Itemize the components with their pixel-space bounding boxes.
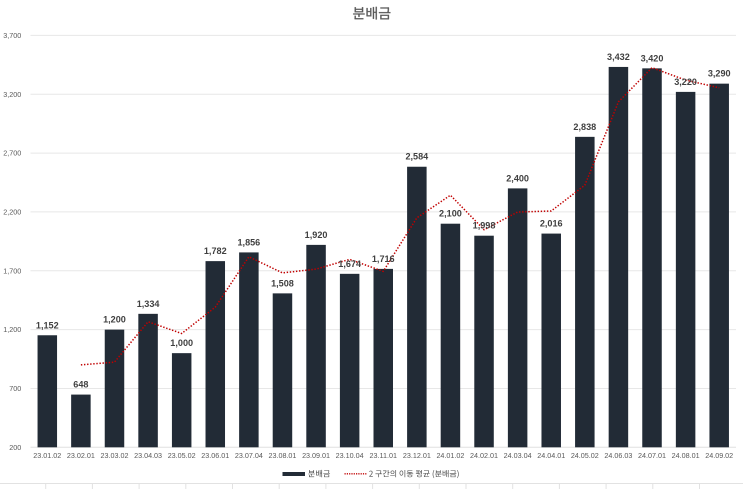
svg-text:23.03.02: 23.03.02	[100, 451, 128, 460]
svg-text:23.07.04: 23.07.04	[235, 451, 263, 460]
svg-text:3,220: 3,220	[674, 77, 697, 87]
svg-text:1,200: 1,200	[3, 325, 21, 334]
svg-text:1,152: 1,152	[36, 320, 59, 330]
svg-text:24.07.01: 24.07.01	[638, 451, 666, 460]
svg-text:24.01.02: 24.01.02	[436, 451, 464, 460]
svg-text:1,000: 1,000	[170, 338, 193, 348]
svg-text:24.08.01: 24.08.01	[672, 451, 700, 460]
svg-text:700: 700	[9, 384, 21, 393]
svg-text:23.12.01: 23.12.01	[403, 451, 431, 460]
svg-text:1,674: 1,674	[338, 259, 362, 269]
svg-text:24.04.01: 24.04.01	[537, 451, 565, 460]
svg-text:1,856: 1,856	[237, 237, 260, 247]
svg-text:3,290: 3,290	[708, 69, 731, 79]
svg-text:2,400: 2,400	[506, 173, 529, 183]
svg-text:24.06.03: 24.06.03	[604, 451, 632, 460]
svg-text:1,700: 1,700	[3, 266, 21, 275]
svg-text:24.09.02: 24.09.02	[705, 451, 733, 460]
svg-text:1,998: 1,998	[473, 221, 496, 231]
svg-text:23.01.02: 23.01.02	[33, 451, 61, 460]
svg-text:648: 648	[73, 380, 88, 390]
svg-text:1,334: 1,334	[137, 299, 161, 309]
svg-text:24.05.02: 24.05.02	[571, 451, 599, 460]
svg-text:3,420: 3,420	[641, 53, 664, 63]
svg-text:3,700: 3,700	[3, 31, 21, 40]
svg-text:23.10.04: 23.10.04	[336, 451, 364, 460]
svg-text:2,100: 2,100	[439, 209, 462, 219]
svg-text:3,432: 3,432	[607, 52, 630, 62]
svg-text:1,920: 1,920	[305, 230, 328, 240]
svg-text:2,016: 2,016	[540, 219, 563, 229]
svg-text:3,200: 3,200	[3, 90, 21, 99]
svg-text:1,782: 1,782	[204, 246, 227, 256]
svg-text:23.05.02: 23.05.02	[168, 451, 196, 460]
svg-text:24.02.01: 24.02.01	[470, 451, 498, 460]
svg-text:2,700: 2,700	[3, 149, 21, 158]
svg-text:23.04.03: 23.04.03	[134, 451, 162, 460]
svg-text:1,716: 1,716	[372, 254, 395, 264]
svg-text:24.03.04: 24.03.04	[504, 451, 532, 460]
svg-text:2,838: 2,838	[573, 122, 596, 132]
svg-text:200: 200	[9, 443, 21, 452]
svg-text:2,584: 2,584	[405, 152, 429, 162]
svg-text:23.09.01: 23.09.01	[302, 451, 330, 460]
svg-text:23.11.01: 23.11.01	[370, 451, 397, 460]
svg-text:1,200: 1,200	[103, 315, 126, 325]
svg-text:23.08.01: 23.08.01	[268, 451, 296, 460]
svg-text:23.06.01: 23.06.01	[201, 451, 229, 460]
svg-text:2,200: 2,200	[3, 208, 21, 217]
svg-text:23.02.01: 23.02.01	[67, 451, 95, 460]
svg-text:1,508: 1,508	[271, 278, 294, 288]
